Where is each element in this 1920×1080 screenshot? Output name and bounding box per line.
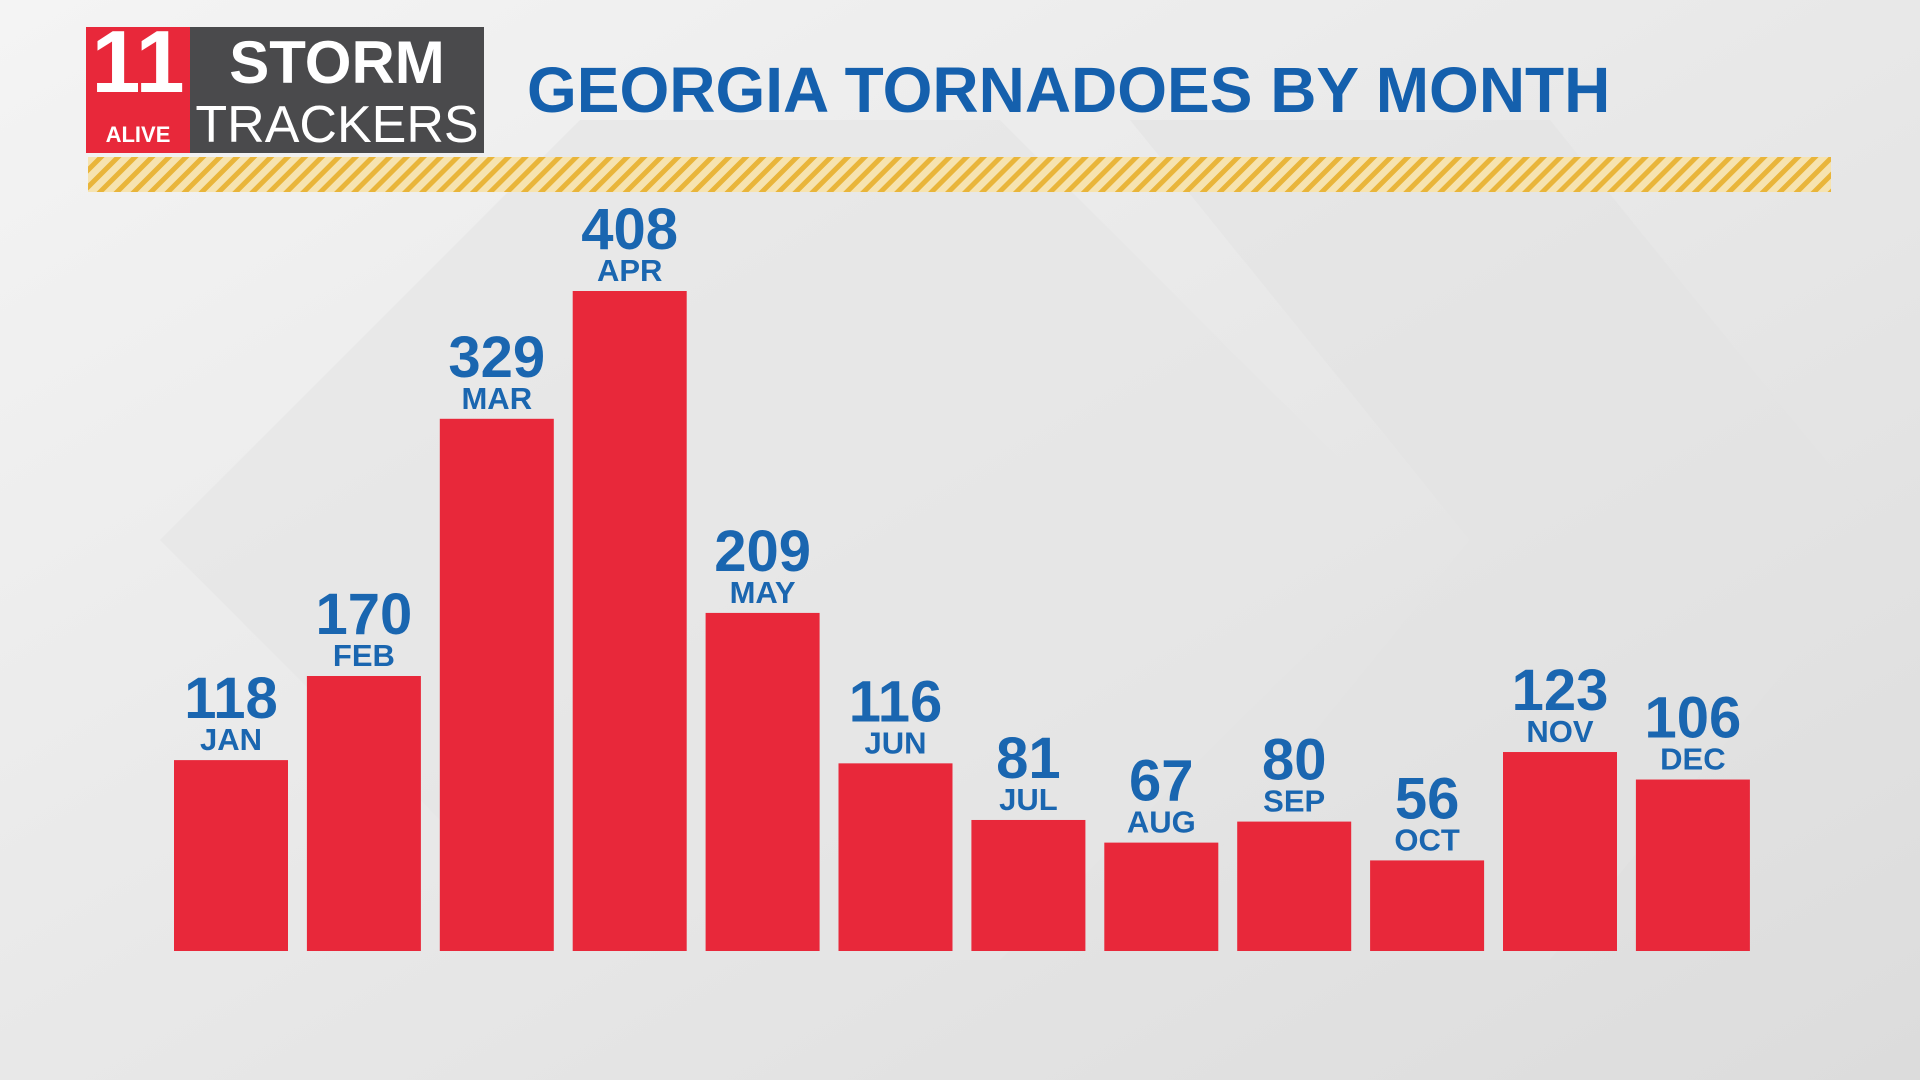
month-label: FEB	[333, 638, 395, 673]
bar	[838, 763, 953, 951]
value-label: 67	[1129, 749, 1194, 814]
bg-chevron	[1130, 120, 1890, 960]
value-label: 56	[1395, 766, 1460, 831]
month-label: DEC	[1660, 742, 1725, 777]
value-label: 209	[714, 519, 811, 584]
logo-number: 11	[91, 12, 184, 111]
logo-line2: TRACKERS	[195, 96, 478, 154]
bar	[1635, 779, 1750, 951]
month-label: AUG	[1127, 805, 1196, 840]
value-label: 329	[448, 325, 545, 390]
value-label: 123	[1512, 658, 1609, 723]
month-label: OCT	[1394, 822, 1460, 857]
month-label: MAR	[461, 381, 532, 416]
divider-stripe	[88, 157, 1831, 192]
month-label: JAN	[200, 722, 262, 757]
bar	[1503, 752, 1617, 951]
bar	[174, 760, 288, 951]
bar	[572, 291, 687, 951]
month-label: MAY	[730, 575, 796, 610]
bar	[439, 418, 554, 951]
logo-station: ALIVE	[106, 122, 171, 147]
logo-line1: STORM	[229, 29, 445, 96]
value-label: 81	[996, 726, 1061, 791]
value-label: 408	[581, 197, 678, 262]
chart-title: GEORGIA TORNADOES BY MONTH	[527, 54, 1610, 126]
bar	[705, 612, 820, 951]
value-label: 116	[849, 669, 943, 734]
logo: 11 ALIVE STORM TRACKERS	[86, 12, 484, 154]
month-label: JUL	[999, 782, 1058, 817]
value-label: 80	[1262, 728, 1327, 793]
month-label: APR	[597, 253, 662, 288]
month-label: SEP	[1263, 784, 1325, 819]
value-label: 106	[1645, 686, 1742, 751]
bar	[306, 676, 421, 951]
value-label: 170	[316, 582, 413, 647]
bar	[1237, 821, 1352, 951]
bar	[1370, 860, 1485, 951]
bar	[1104, 842, 1219, 951]
bar	[971, 819, 1086, 951]
value-label: 118	[184, 666, 278, 731]
month-label: NOV	[1526, 714, 1594, 749]
logo-red	[86, 27, 190, 153]
month-label: JUN	[864, 725, 926, 760]
